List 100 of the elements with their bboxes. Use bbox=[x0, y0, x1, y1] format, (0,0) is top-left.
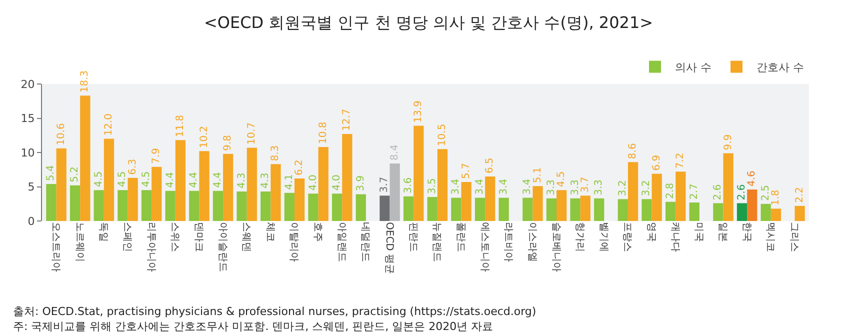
x-tick-label: 라트비아 bbox=[502, 222, 514, 262]
bar bbox=[689, 202, 700, 221]
data-label: 12.0 bbox=[103, 114, 114, 136]
bar bbox=[451, 198, 462, 221]
data-label: 2.5 bbox=[760, 184, 772, 201]
data-label: 10.5 bbox=[436, 124, 448, 146]
data-label: 4.3 bbox=[260, 172, 272, 189]
data-label: 18.3 bbox=[80, 70, 91, 93]
bar bbox=[199, 151, 210, 221]
bar bbox=[532, 186, 543, 221]
x-tick-label: 리투아니아 bbox=[145, 222, 156, 272]
data-label: 5.1 bbox=[532, 167, 544, 184]
bar bbox=[556, 190, 567, 221]
bar bbox=[118, 190, 128, 221]
data-label: 4.6 bbox=[746, 170, 758, 186]
x-tick-label: 독일 bbox=[98, 222, 109, 242]
bar bbox=[94, 190, 104, 221]
bar bbox=[628, 162, 638, 221]
bar bbox=[642, 199, 652, 221]
bar bbox=[356, 194, 366, 221]
x-tick-label: 오스트리아 bbox=[50, 222, 62, 272]
data-label: 2.7 bbox=[688, 184, 700, 200]
data-label: 6.5 bbox=[484, 158, 496, 174]
x-tick-label: 그리스 bbox=[788, 222, 800, 252]
legend-label: 의사 수 bbox=[675, 61, 712, 74]
x-tick-label: 캐나다 bbox=[669, 222, 680, 252]
x-tick-label: 체코 bbox=[264, 222, 276, 242]
data-label: 3.3 bbox=[594, 179, 605, 196]
data-label: 9.9 bbox=[722, 134, 734, 150]
bar bbox=[580, 196, 590, 221]
y-tick-label: 10 bbox=[20, 146, 35, 160]
data-label: 8.3 bbox=[270, 145, 282, 162]
bar bbox=[342, 134, 352, 221]
bar bbox=[46, 184, 56, 221]
bar bbox=[618, 199, 628, 221]
data-label: 3.3 bbox=[570, 179, 581, 196]
x-tick-label: 멕시코 bbox=[764, 222, 776, 252]
bar bbox=[165, 190, 176, 221]
data-label: 2.6 bbox=[736, 184, 748, 200]
data-label: 3.4 bbox=[474, 178, 486, 195]
bar bbox=[760, 204, 771, 221]
x-tick-label: 이탈리아 bbox=[288, 222, 300, 262]
x-tick-label: 에스토니아 bbox=[478, 222, 490, 272]
bar bbox=[427, 197, 438, 221]
bar bbox=[294, 178, 305, 221]
bar bbox=[70, 185, 80, 221]
data-label: 12.7 bbox=[342, 108, 353, 132]
data-label: 10.2 bbox=[198, 126, 210, 148]
bar bbox=[104, 138, 114, 221]
data-label: 4.5 bbox=[93, 171, 104, 188]
data-label: 7.2 bbox=[675, 152, 686, 169]
bar bbox=[770, 208, 782, 221]
bar bbox=[141, 190, 152, 221]
data-label: 3.4 bbox=[522, 178, 534, 195]
x-tick-label: 핀란드 bbox=[407, 222, 418, 252]
x-tick-label: 벨기에 bbox=[598, 222, 609, 252]
data-label: 4.1 bbox=[284, 174, 295, 190]
data-label: 2.2 bbox=[794, 187, 806, 203]
bar bbox=[794, 206, 805, 221]
bar bbox=[570, 198, 580, 221]
data-label: 3.2 bbox=[617, 180, 628, 196]
x-tick-label: 영국 bbox=[646, 222, 657, 242]
bar bbox=[713, 203, 724, 221]
x-tick-label: 스위스 bbox=[169, 222, 180, 252]
bar bbox=[152, 166, 162, 221]
y-tick-label: 15 bbox=[20, 112, 35, 126]
bar bbox=[461, 182, 472, 221]
bar bbox=[390, 163, 400, 221]
x-tick-label: 아이슬란드 bbox=[216, 222, 228, 272]
x-tick-label: 슬로베니아 bbox=[550, 222, 562, 272]
data-label: 11.8 bbox=[174, 114, 186, 138]
x-tick-label: 아일랜드 bbox=[336, 222, 347, 262]
x-tick-label: 한국 bbox=[740, 222, 752, 242]
data-label: 3.9 bbox=[355, 175, 366, 192]
data-label: 4.0 bbox=[332, 174, 343, 191]
legend-label: 간호사 수 bbox=[756, 61, 804, 74]
bar bbox=[594, 198, 604, 221]
bar bbox=[474, 198, 486, 221]
bar bbox=[736, 203, 748, 221]
bar bbox=[270, 164, 281, 221]
data-label: 4.5 bbox=[556, 171, 568, 188]
x-tick-label: 스페인 bbox=[122, 222, 132, 252]
bar bbox=[175, 140, 186, 221]
x-tick-label: 일본 bbox=[717, 222, 728, 242]
data-label: 9.8 bbox=[222, 134, 234, 151]
bar bbox=[284, 192, 294, 221]
bar bbox=[56, 148, 66, 221]
x-tick-label: 헝가리 bbox=[574, 222, 586, 252]
bar bbox=[485, 176, 496, 221]
data-label: 6.9 bbox=[651, 154, 662, 171]
bar bbox=[260, 192, 271, 221]
x-tick-label: 미국 bbox=[693, 222, 704, 242]
bar bbox=[380, 196, 390, 221]
x-tick-label: 프랑스 bbox=[622, 222, 633, 252]
y-tick-label: 5 bbox=[28, 180, 35, 194]
data-label: 13.9 bbox=[413, 100, 424, 123]
data-label: 3.7 bbox=[379, 176, 390, 193]
x-tick-label: OECD 평균 bbox=[384, 222, 395, 274]
bar bbox=[318, 147, 328, 221]
data-label: 8.6 bbox=[628, 143, 639, 160]
